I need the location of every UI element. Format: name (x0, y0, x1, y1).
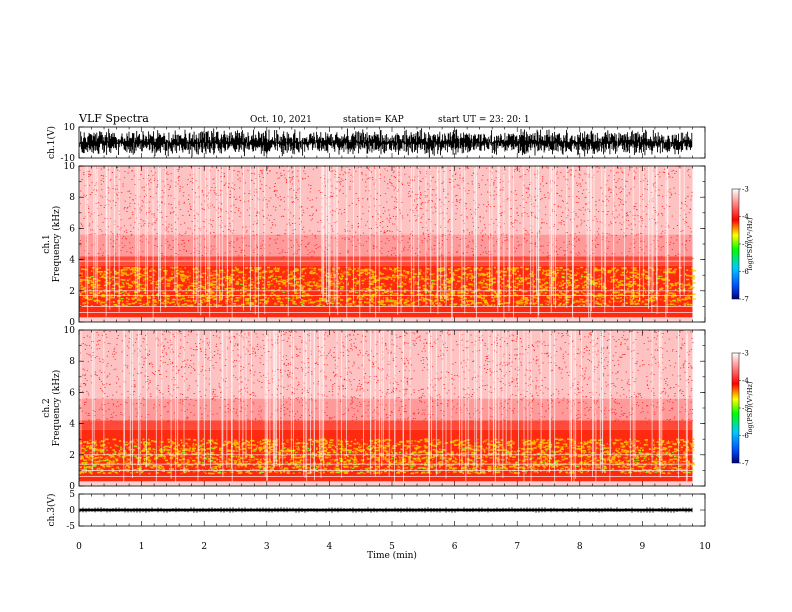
colorbar-tick-label: -6 (742, 268, 749, 276)
colorbar-tick-label: -3 (742, 350, 749, 358)
date-label: Oct. 10, 2021 (250, 115, 312, 125)
spectrogram-streaks (79, 166, 685, 322)
spectrogram-band (79, 234, 693, 257)
y-tick-label: 0 (69, 482, 75, 492)
x-tick-label: 8 (577, 542, 583, 552)
ch1-colorbar: -3 -4 -5 -6 -7 log(PSD)(V²/Hz) (731, 186, 754, 304)
y-tick-label: 6 (69, 224, 75, 234)
time-axis: 0 1 2 3 4 5 6 7 8 9 10 Time (min) (76, 542, 711, 561)
spectrogram-streaks (80, 330, 688, 486)
spectrogram-band (79, 420, 693, 430)
y-axis-label: Frequency (kHz) (51, 370, 62, 447)
y-tick-label: 4 (69, 256, 75, 266)
ch2-spectrogram-panel: 0 2 4 6 8 10 ch.2 Frequency (kHz) (42, 326, 706, 492)
ch2-colorbar: -3 -4 -5 -6 -7 log(PSD)(V²/Hz) (731, 350, 754, 468)
x-tick-label: 5 (389, 542, 395, 552)
y-tick-label: 10 (64, 123, 76, 133)
x-axis-label: Time (min) (367, 550, 417, 561)
x-tick-label: 7 (514, 542, 520, 552)
x-tick-label: 1 (139, 542, 145, 552)
y-tick-label: 10 (64, 326, 76, 336)
colorbar-tick-label: -4 (742, 213, 749, 221)
x-tick-label: 3 (264, 542, 270, 552)
spectrogram-lowband (79, 482, 693, 486)
y-tick-label: 0 (69, 318, 75, 328)
y-axis-label: ch.2 (42, 398, 52, 417)
start-time-label: start UT = 23: 20: 1 (438, 115, 530, 125)
colorbar-label: log(PSD)(V²/Hz) (746, 381, 754, 434)
y-axis-label: ch.1(V) (46, 126, 57, 159)
ch1-waveform-trace (79, 128, 693, 157)
colorbar-tick-label: -4 (742, 377, 749, 385)
y-tick-label: 4 (69, 420, 75, 430)
colorbar-tick-label: -5 (742, 241, 749, 249)
x-tick-label: 4 (327, 542, 333, 552)
colorbar-label: log(PSD)(V²/Hz) (746, 217, 754, 270)
x-tick-label: 6 (452, 542, 458, 552)
x-tick-label: 9 (640, 542, 646, 552)
y-tick-label: -5 (66, 522, 75, 532)
y-tick-label: 5 (69, 490, 75, 500)
y-axis-label: Frequency (kHz) (51, 206, 62, 283)
ch1-waveform-panel: 10 -10 ch.1(V) (46, 123, 706, 164)
y-tick-label: 8 (69, 357, 75, 367)
y-tick-label: 10 (64, 162, 76, 172)
y-tick-label: 0 (69, 506, 75, 516)
y-axis-label: ch.3(V) (46, 494, 57, 527)
ch1-spectrogram-panel: 0 2 4 6 8 10 ch.1 Frequency (kHz) (42, 162, 706, 328)
colorbar-tick-label: -7 (742, 460, 749, 468)
colorbar-tick-label: -5 (742, 405, 749, 413)
y-tick-label: 2 (69, 287, 75, 297)
x-tick-label: 2 (201, 542, 207, 552)
y-tick-label: -10 (61, 154, 76, 164)
spectrogram-band (79, 166, 693, 235)
colorbar-tick-label: -6 (742, 432, 749, 440)
ch3-waveform-panel: 5 0 -5 ch.3(V) (46, 490, 706, 532)
colorbar-scale (731, 352, 740, 464)
figure-title: VLF Spectra (78, 112, 149, 125)
y-axis-label: ch.1 (42, 234, 52, 253)
x-tick-label: 0 (76, 542, 82, 552)
x-tick-label: 10 (699, 542, 711, 552)
colorbar-scale (731, 188, 740, 300)
y-tick-label: 2 (69, 451, 75, 461)
spectrogram-lowband (79, 318, 693, 322)
colorbar-tick-label: -7 (742, 296, 749, 304)
colorbar-tick-label: -3 (742, 186, 749, 194)
spectrogram-band (79, 330, 693, 399)
station-label: station= KAP (343, 115, 404, 125)
y-tick-label: 8 (69, 193, 75, 203)
y-tick-label: 6 (69, 388, 75, 398)
